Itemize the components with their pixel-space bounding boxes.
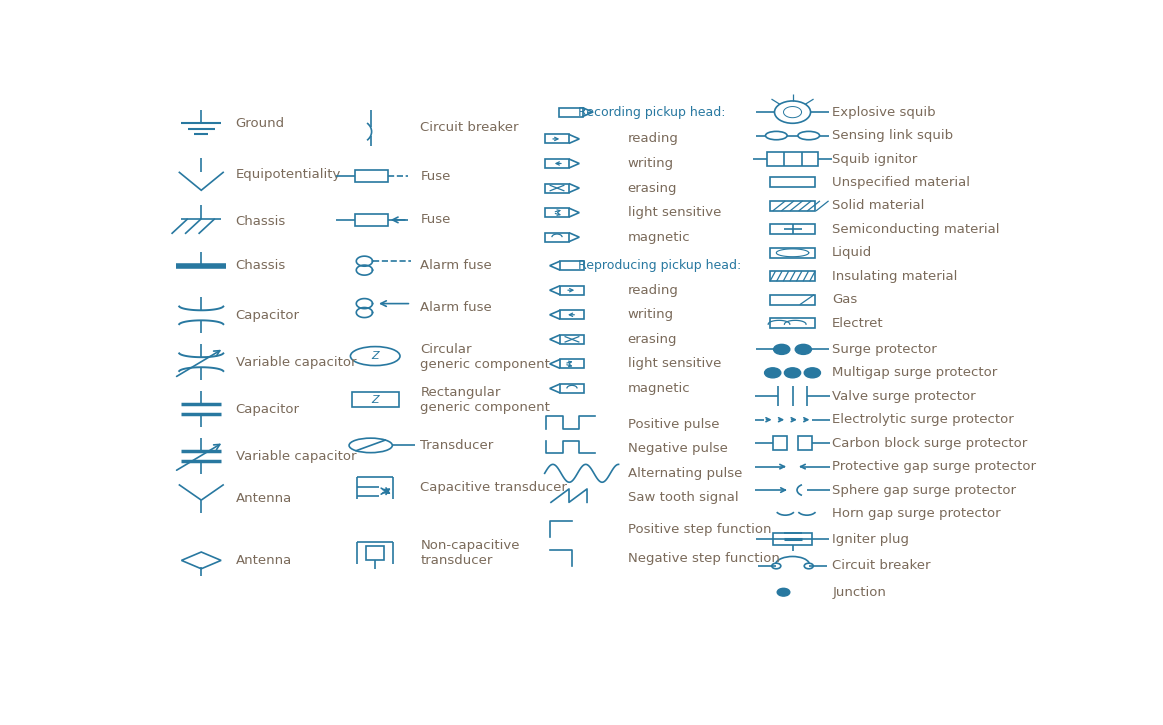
Text: Protective gap surge protector: Protective gap surge protector	[833, 460, 1036, 473]
Text: Valve surge protector: Valve surge protector	[833, 390, 976, 403]
Text: Squib ignitor: Squib ignitor	[833, 152, 918, 165]
Text: Sphere gap surge protector: Sphere gap surge protector	[833, 484, 1016, 497]
Text: Capacitor: Capacitor	[235, 402, 300, 415]
Text: Sensing link squib: Sensing link squib	[833, 129, 954, 142]
Bar	[770, 224, 815, 234]
Bar	[558, 107, 583, 117]
Circle shape	[777, 588, 790, 596]
Bar	[770, 294, 815, 304]
Text: Horn gap surge protector: Horn gap surge protector	[833, 507, 1001, 520]
Bar	[770, 178, 815, 188]
Text: Transducer: Transducer	[420, 439, 493, 452]
Circle shape	[795, 344, 812, 355]
Text: Recording pickup head:: Recording pickup head:	[578, 106, 726, 119]
Bar	[561, 384, 584, 393]
Text: Equipotentiality: Equipotentiality	[235, 168, 341, 181]
Text: Circuit breaker: Circuit breaker	[833, 560, 930, 573]
Text: Z: Z	[371, 351, 379, 361]
Text: Variable capacitor: Variable capacitor	[235, 356, 356, 369]
Text: Positive step function: Positive step function	[628, 523, 771, 536]
Text: Fuse: Fuse	[420, 170, 450, 183]
Bar	[561, 335, 584, 344]
Text: Alternating pulse: Alternating pulse	[628, 467, 742, 480]
Text: Positive pulse: Positive pulse	[628, 418, 719, 431]
Bar	[545, 208, 569, 217]
Text: Circuit breaker: Circuit breaker	[420, 120, 519, 133]
Bar	[356, 170, 387, 183]
Circle shape	[764, 368, 780, 378]
Text: Carbon block surge protector: Carbon block surge protector	[833, 436, 1027, 450]
Text: Junction: Junction	[833, 586, 886, 599]
Text: light sensitive: light sensitive	[628, 357, 721, 370]
Text: Negative step function: Negative step function	[628, 552, 779, 565]
Text: light sensitive: light sensitive	[628, 206, 721, 219]
Circle shape	[773, 344, 790, 355]
Text: Electrolytic surge protector: Electrolytic surge protector	[833, 413, 1014, 426]
Bar	[356, 214, 387, 226]
Text: magnetic: magnetic	[628, 382, 690, 395]
Text: Igniter plug: Igniter plug	[833, 533, 909, 546]
Bar	[545, 183, 569, 193]
Bar	[545, 233, 569, 241]
Text: Solid material: Solid material	[833, 199, 925, 212]
Bar	[770, 318, 815, 328]
Text: Surge protector: Surge protector	[833, 343, 937, 356]
Text: Saw tooth signal: Saw tooth signal	[628, 492, 739, 505]
Text: Alarm fuse: Alarm fuse	[420, 259, 492, 272]
Text: Alarm fuse: Alarm fuse	[420, 301, 492, 314]
Bar	[768, 152, 818, 166]
Bar	[772, 436, 787, 450]
Text: writing: writing	[628, 308, 673, 321]
Text: Antenna: Antenna	[235, 554, 292, 567]
Text: Chassis: Chassis	[235, 259, 286, 272]
Text: Insulating material: Insulating material	[833, 270, 957, 283]
Text: Rectangular
generic component: Rectangular generic component	[420, 386, 550, 414]
Text: Non-capacitive
transducer: Non-capacitive transducer	[420, 539, 520, 567]
Text: Explosive squib: Explosive squib	[833, 106, 936, 119]
Bar	[561, 310, 584, 319]
Text: Chassis: Chassis	[235, 215, 286, 228]
Text: Circular
generic component: Circular generic component	[420, 343, 550, 371]
Text: reading: reading	[628, 133, 678, 146]
Text: Liquid: Liquid	[833, 247, 872, 260]
Text: Reproducing pickup head:: Reproducing pickup head:	[578, 259, 741, 272]
Bar	[770, 248, 815, 258]
Text: Fuse: Fuse	[420, 213, 450, 226]
Bar	[366, 547, 384, 560]
Text: Negative pulse: Negative pulse	[628, 442, 728, 455]
Text: Z: Z	[371, 394, 379, 405]
Bar	[545, 134, 569, 144]
Text: Ground: Ground	[235, 117, 285, 130]
Bar	[351, 392, 399, 407]
Text: Unspecified material: Unspecified material	[833, 176, 970, 189]
Bar	[772, 533, 812, 545]
Text: erasing: erasing	[628, 181, 677, 194]
Bar	[561, 360, 584, 368]
Circle shape	[805, 368, 820, 378]
Text: Capacitor: Capacitor	[235, 309, 300, 322]
Bar	[545, 159, 569, 168]
Bar	[770, 201, 815, 211]
Text: Capacitive transducer: Capacitive transducer	[420, 481, 568, 494]
Text: Variable capacitor: Variable capacitor	[235, 450, 356, 463]
Text: Multigap surge protector: Multigap surge protector	[833, 366, 998, 379]
Bar	[770, 271, 815, 281]
Text: magnetic: magnetic	[628, 231, 690, 244]
Text: reading: reading	[628, 283, 678, 297]
Text: Antenna: Antenna	[235, 492, 292, 505]
Bar	[561, 286, 584, 294]
Bar	[561, 261, 584, 270]
Text: Electret: Electret	[833, 317, 884, 330]
Text: Semiconducting material: Semiconducting material	[833, 223, 1000, 236]
Text: writing: writing	[628, 157, 673, 170]
Bar	[798, 436, 812, 450]
Text: erasing: erasing	[628, 333, 677, 346]
Text: Gas: Gas	[833, 293, 857, 306]
Circle shape	[784, 368, 800, 378]
